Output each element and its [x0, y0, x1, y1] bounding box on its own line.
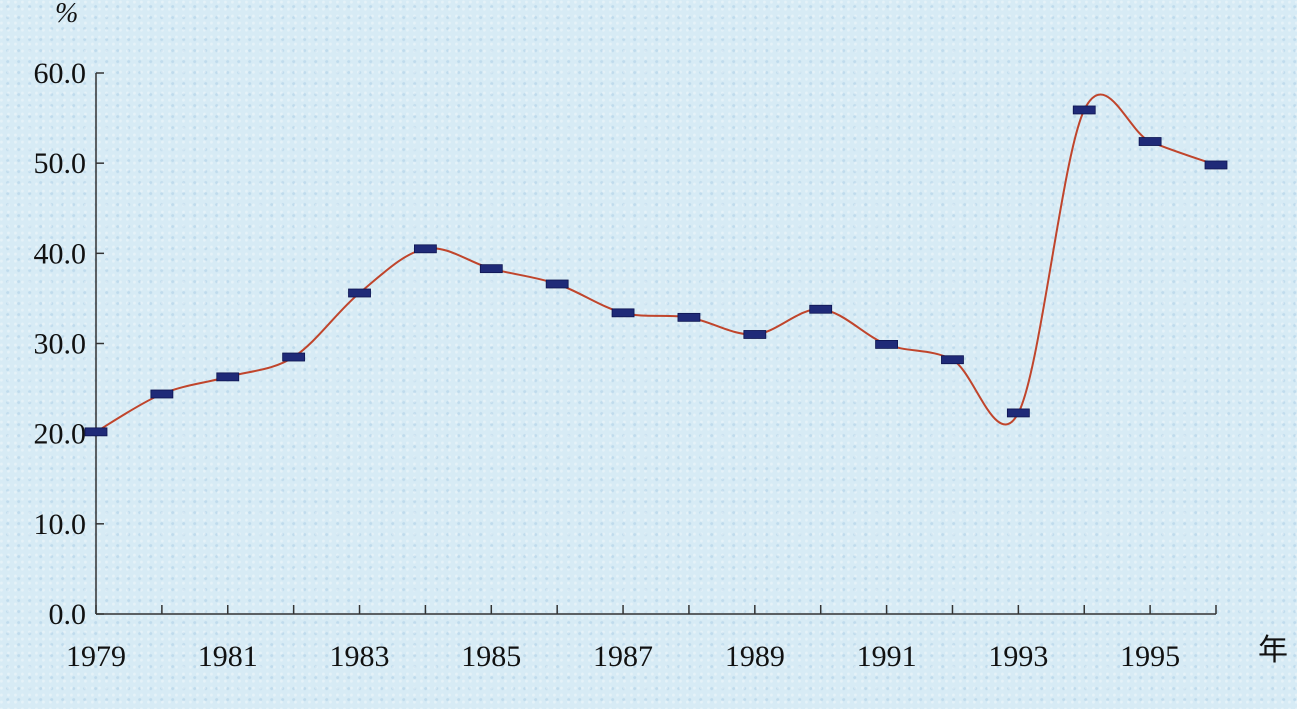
y-tick-label: 50.0	[34, 147, 87, 180]
data-point-marker	[941, 355, 964, 365]
data-point-marker	[545, 279, 569, 289]
x-tick-label: 1991	[857, 640, 917, 673]
data-point-marker	[1006, 408, 1030, 418]
data-point-marker	[611, 308, 635, 318]
y-tick-label: 10.0	[34, 508, 87, 541]
x-tick-label: 1981	[198, 640, 258, 673]
x-tick-label: 1993	[988, 640, 1048, 673]
x-tick-label: 1989	[725, 640, 785, 673]
data-point-marker	[414, 244, 437, 254]
data-point-marker	[84, 427, 108, 437]
data-point-marker	[677, 312, 701, 322]
data-point-marker	[282, 352, 306, 362]
y-axis: 0.0 10.0 20.0 30.0 40.0 50.0 60.0	[34, 57, 104, 631]
data-point-marker	[743, 330, 767, 339]
x-unit-label: 年	[1258, 633, 1288, 668]
data-point-marker	[216, 372, 240, 382]
x-axis: 1979 1981 1983 1985 1987 1989 1991 1993 1995	[66, 605, 1217, 673]
y-tick-label: 20.0	[34, 418, 87, 451]
x-tick-label: 1983	[330, 640, 390, 673]
data-point-marker	[150, 389, 174, 399]
x-tick-label: 1987	[593, 640, 653, 673]
y-tick-label: 0.0	[49, 598, 87, 631]
y-tick-label: 60.0	[34, 57, 87, 90]
data-point-marker	[1072, 105, 1096, 115]
data-point-marker	[1138, 137, 1162, 146]
x-tick-label: 1985	[461, 640, 521, 673]
series-line	[95, 93, 1217, 433]
data-point-marker	[348, 288, 371, 298]
data-point-marker	[479, 264, 503, 274]
x-tick-label: 1995	[1120, 640, 1180, 673]
x-tick-label: 1979	[66, 640, 126, 673]
data-point-marker	[1204, 160, 1228, 170]
data-point-marker	[809, 304, 833, 314]
y-tick-label: 40.0	[34, 237, 87, 270]
data-point-marker	[875, 340, 898, 349]
markers	[84, 105, 1228, 437]
y-tick-label: 30.0	[34, 328, 87, 361]
y-unit-label: %	[55, 0, 78, 29]
